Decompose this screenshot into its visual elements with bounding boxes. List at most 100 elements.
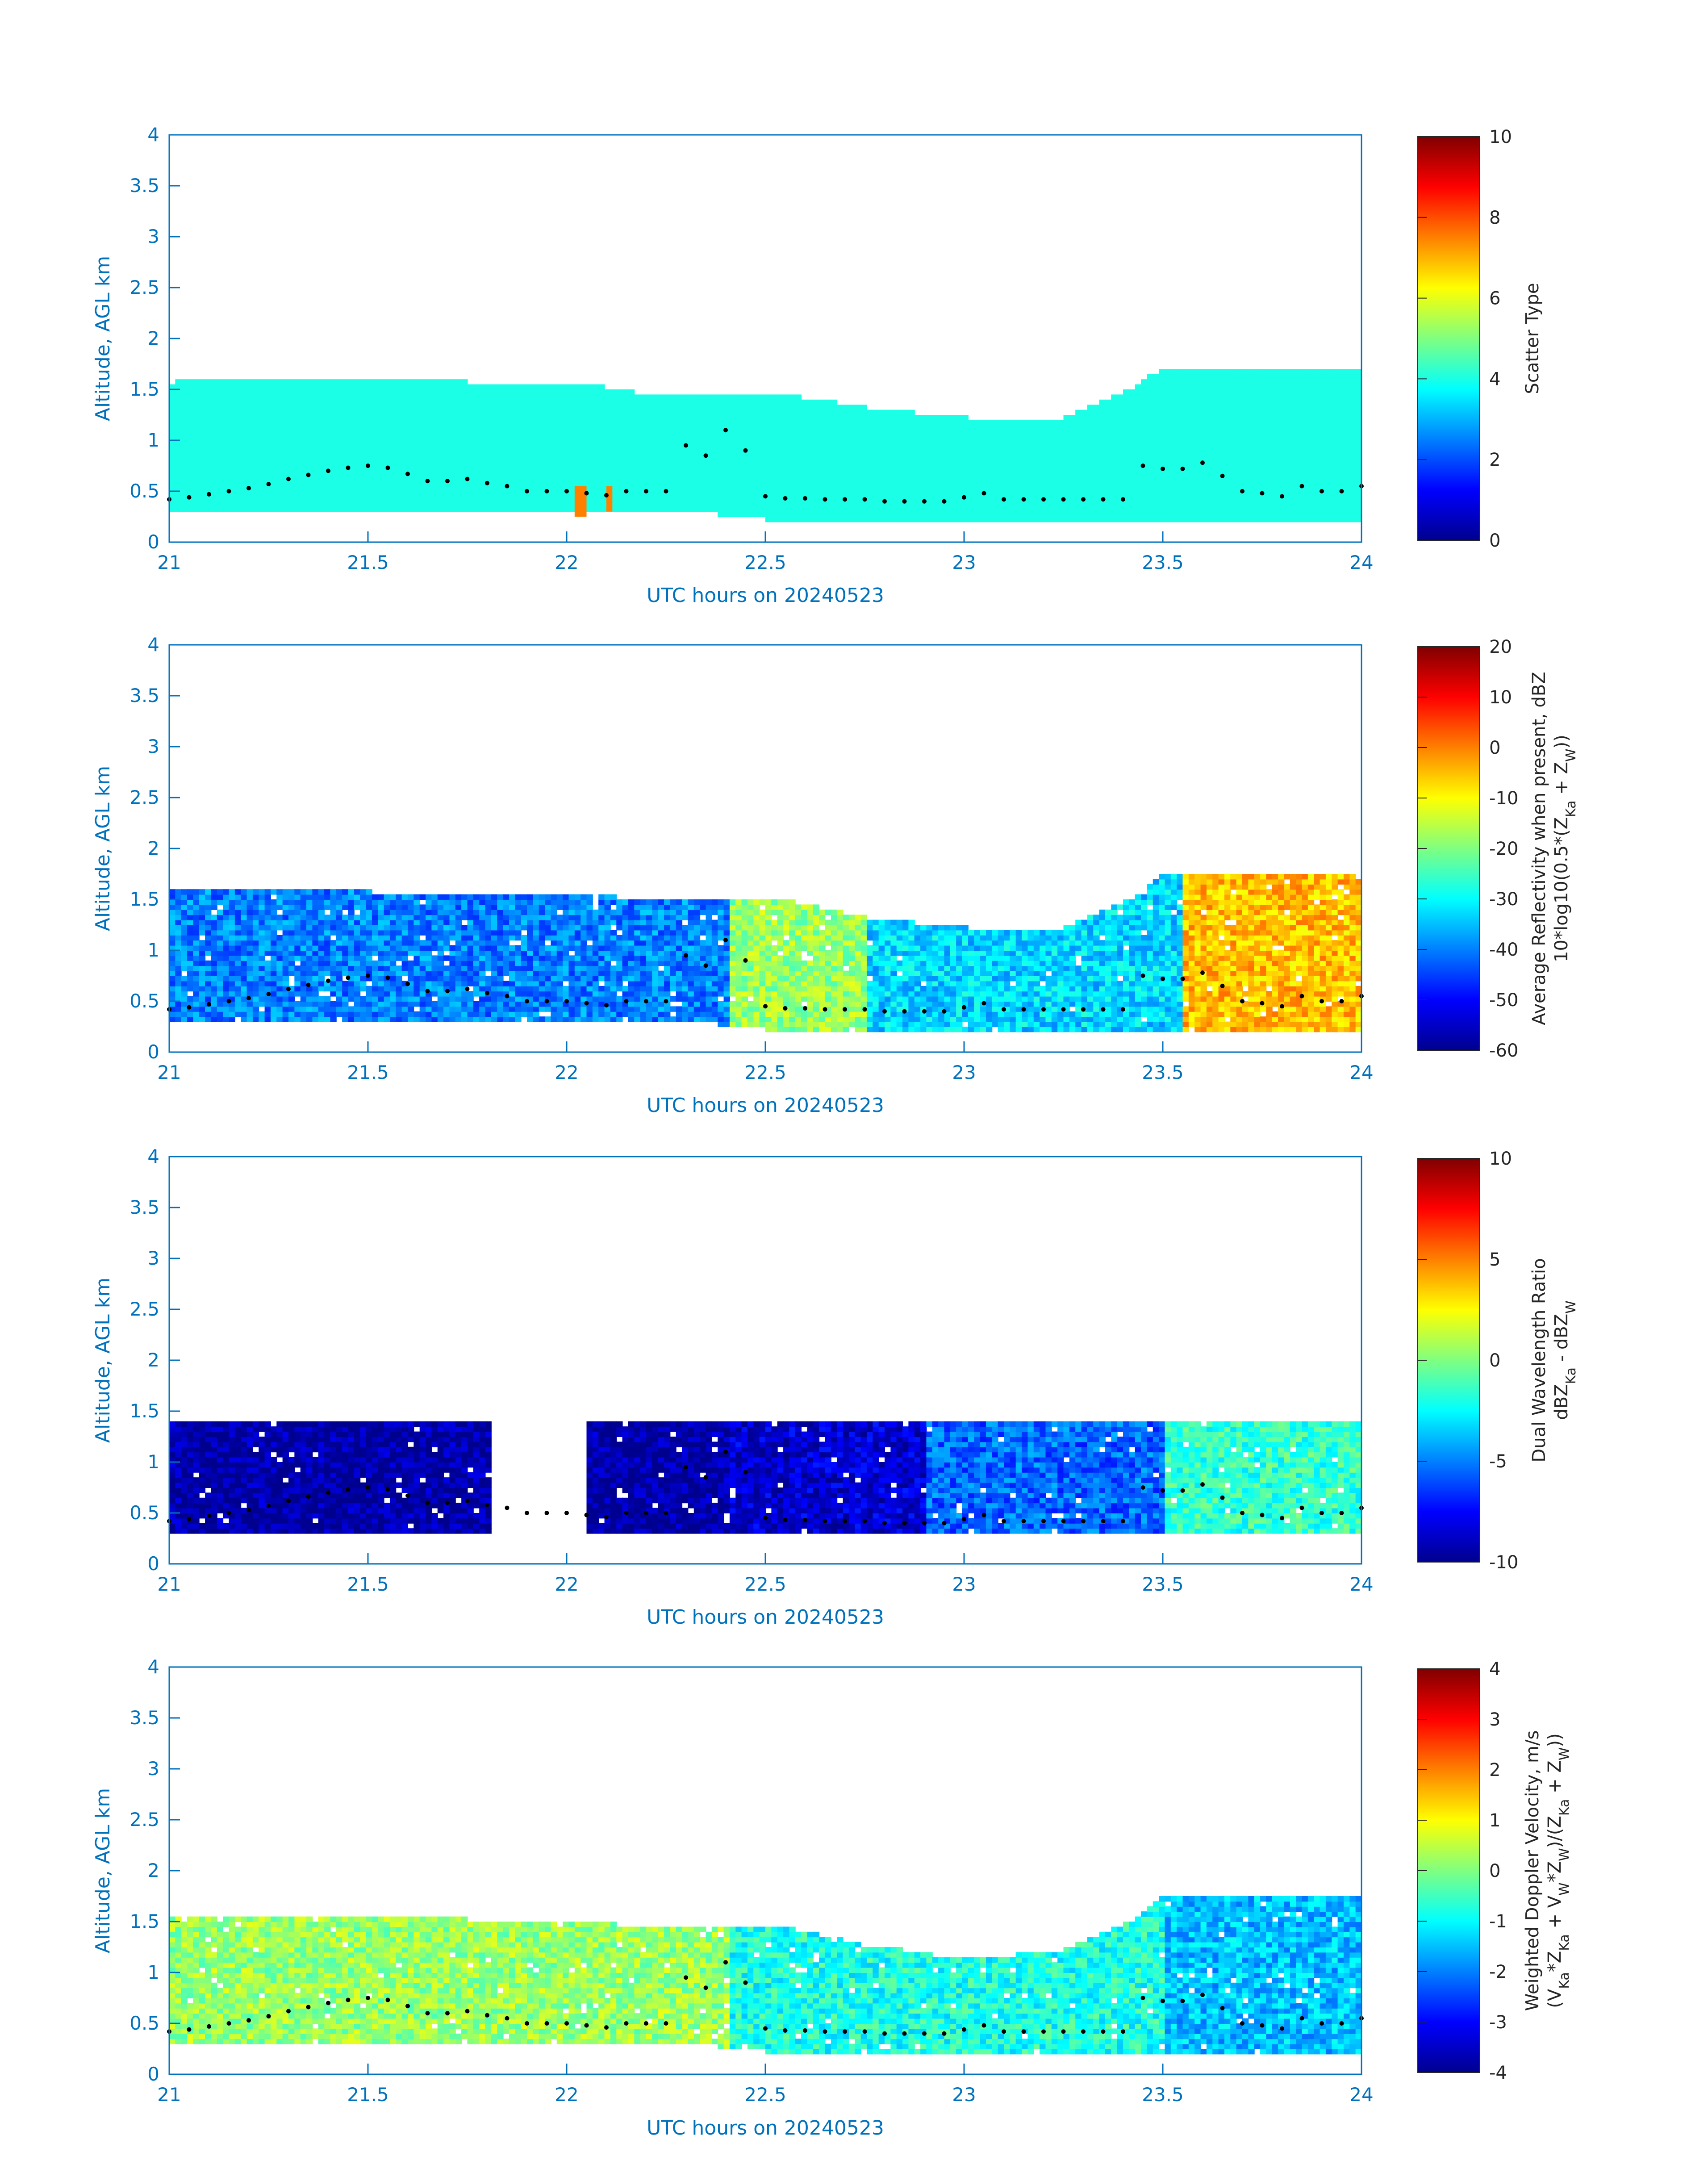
heatmap-cell xyxy=(1343,415,1350,421)
heatmap-cell xyxy=(848,471,856,476)
heatmap-cell xyxy=(467,394,474,400)
heatmap-cell xyxy=(670,466,677,472)
heatmap-cell xyxy=(461,405,468,410)
heatmap-cell xyxy=(616,486,623,492)
heatmap-cell xyxy=(783,466,790,472)
heatmap-cell xyxy=(747,496,754,502)
heatmap-cell xyxy=(360,399,367,405)
heatmap-cell xyxy=(449,394,456,400)
heatmap-cell xyxy=(1236,420,1243,426)
heatmap-cell xyxy=(533,501,539,507)
heatmap-cell xyxy=(848,409,856,415)
heatmap-cell xyxy=(1165,394,1171,400)
heatmap-cell xyxy=(765,517,772,522)
heatmap-cell xyxy=(944,440,951,446)
heatmap-cell xyxy=(1230,455,1237,461)
heatmap-cell xyxy=(449,445,456,451)
heatmap-cell xyxy=(777,481,784,487)
heatmap-cell xyxy=(389,501,397,507)
heatmap-cell xyxy=(890,481,897,487)
heatmap-cell xyxy=(1296,405,1303,410)
heatmap-cell xyxy=(1177,394,1183,400)
heatmap-cell xyxy=(1212,435,1219,441)
heatmap-cell xyxy=(1272,374,1279,380)
heatmap-cell xyxy=(1290,496,1297,502)
heatmap-cell xyxy=(372,435,379,441)
heatmap-cell xyxy=(521,476,527,482)
heatmap-cell xyxy=(497,435,504,441)
heatmap-cell xyxy=(1230,450,1237,456)
heatmap-cell xyxy=(193,405,200,410)
heatmap-cell xyxy=(992,476,998,482)
heatmap-cell xyxy=(1063,501,1070,507)
heatmap-cell xyxy=(336,460,343,466)
heatmap-cell xyxy=(1075,455,1082,461)
heatmap-cell xyxy=(1099,517,1106,522)
heatmap-cell xyxy=(843,409,849,415)
heatmap-cell xyxy=(652,399,659,405)
heatmap-cell xyxy=(229,430,235,436)
heatmap-cell xyxy=(1254,430,1261,436)
heatmap-cell xyxy=(413,455,420,461)
heatmap-cell xyxy=(640,471,647,476)
heatmap-cell xyxy=(1224,405,1231,410)
heatmap-cell xyxy=(229,481,235,487)
heatmap-cell xyxy=(1129,420,1136,426)
heatmap-cell xyxy=(515,430,522,436)
heatmap-cell xyxy=(1284,389,1290,395)
heatmap-cell xyxy=(413,409,420,415)
heatmap-cell xyxy=(914,460,921,466)
heatmap-cell xyxy=(652,415,659,421)
heatmap-cell xyxy=(1224,481,1231,487)
heatmap-cell xyxy=(241,435,247,441)
heatmap-cell xyxy=(1218,450,1225,456)
heatmap-cell xyxy=(938,445,945,451)
heatmap-cell xyxy=(920,460,927,466)
heatmap-cell xyxy=(682,496,689,502)
heatmap-cell xyxy=(1248,425,1255,431)
heatmap-cell xyxy=(765,481,772,487)
heatmap-cell xyxy=(217,506,224,512)
heatmap-cell xyxy=(294,445,301,451)
heatmap-cell xyxy=(944,466,951,472)
heatmap-cell xyxy=(986,506,993,512)
heatmap-cell xyxy=(306,415,313,421)
heatmap-cell xyxy=(354,496,361,502)
heatmap-cell xyxy=(1147,379,1153,385)
heatmap-cell xyxy=(360,430,367,436)
heatmap-cell xyxy=(920,425,927,431)
heatmap-cell xyxy=(241,430,247,436)
heatmap-cell xyxy=(330,389,337,395)
heatmap-cell xyxy=(741,425,748,431)
heatmap-cell xyxy=(491,486,498,492)
heatmap-cell xyxy=(1159,425,1165,431)
heatmap-cell xyxy=(676,501,683,507)
heatmap-cell xyxy=(1272,506,1279,512)
heatmap-cell xyxy=(426,379,432,385)
heatmap-cell xyxy=(968,481,975,487)
heatmap-cell xyxy=(688,399,694,405)
heatmap-cell xyxy=(1332,511,1338,517)
heatmap-cell xyxy=(1296,389,1303,395)
heatmap-cell xyxy=(831,496,838,502)
heatmap-cell xyxy=(1224,389,1231,395)
heatmap-cell xyxy=(384,430,390,436)
heatmap-cell xyxy=(1314,450,1320,456)
heatmap-cell xyxy=(378,506,384,512)
heatmap-cell xyxy=(1218,440,1225,446)
heatmap-cell xyxy=(300,466,307,472)
heatmap-cell xyxy=(282,481,289,487)
heatmap-cell xyxy=(300,409,307,415)
heatmap-cell xyxy=(693,420,701,426)
heatmap-cell xyxy=(831,430,838,436)
heatmap-cell xyxy=(896,466,903,472)
heatmap-cell xyxy=(1260,496,1267,502)
heatmap-cell xyxy=(848,517,856,522)
heatmap-cell xyxy=(431,445,438,451)
heatmap-cell xyxy=(1153,394,1160,400)
heatmap-cell xyxy=(1159,476,1165,482)
heatmap-cell xyxy=(503,501,509,507)
heatmap-cell xyxy=(980,440,986,446)
heatmap-cell xyxy=(426,445,432,451)
heatmap-cell xyxy=(610,476,617,482)
